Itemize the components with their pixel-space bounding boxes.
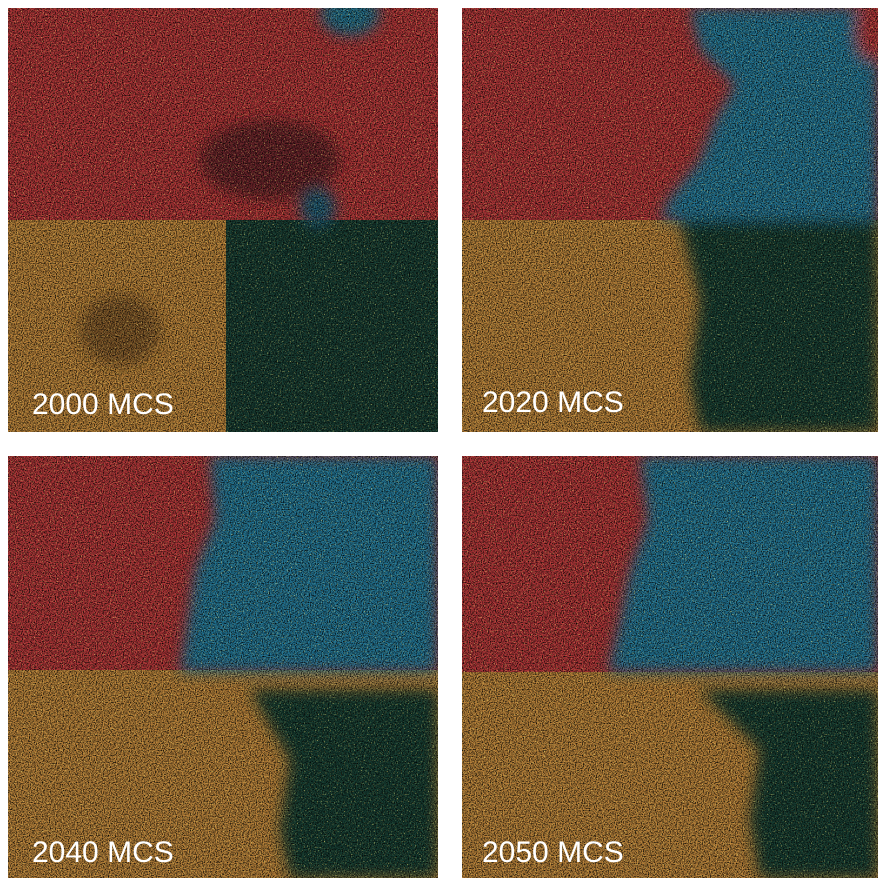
panel: 2040 MCS [8,456,438,878]
panel-label: 2040 MCS [32,836,174,869]
figure: 2000 MCS 2020 MCS 2040 MCS [0,0,880,882]
page: 2000 MCS 2020 MCS 2040 MCS [0,0,880,882]
panel-label: 2020 MCS [482,386,624,419]
panel: 2050 MCS [462,456,878,878]
panel: 2020 MCS [462,0,880,432]
panel-label: 2000 MCS [32,388,174,421]
panel: 2000 MCS [8,0,438,432]
panel-label: 2050 MCS [482,836,624,869]
